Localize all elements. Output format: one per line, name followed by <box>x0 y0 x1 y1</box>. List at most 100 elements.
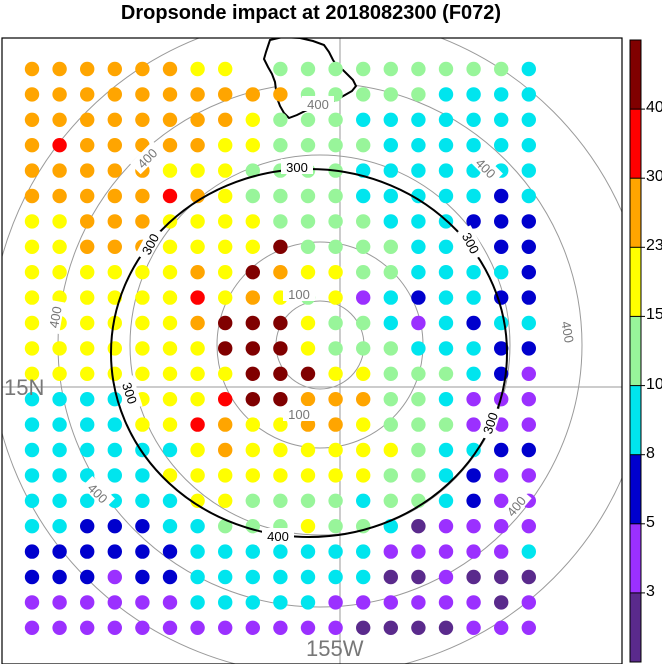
impact-dot <box>273 366 288 381</box>
impact-dot <box>162 519 178 534</box>
impact-dot <box>52 341 67 356</box>
impact-dot <box>190 366 205 381</box>
impact-dot <box>494 265 509 280</box>
impact-dot <box>245 239 260 254</box>
impact-dot <box>300 188 316 204</box>
impact-dot <box>521 392 536 407</box>
impact-dot <box>52 163 67 178</box>
impact-dot <box>383 138 398 153</box>
impact-dot <box>80 265 95 280</box>
colorbar-segment <box>630 247 641 317</box>
impact-dot <box>80 595 95 610</box>
impact-dot <box>300 239 316 254</box>
impact-dot <box>300 138 316 153</box>
impact-dot <box>521 620 536 635</box>
impact-dot <box>218 214 233 229</box>
impact-dot <box>494 519 509 534</box>
impact-dot <box>218 519 233 534</box>
impact-dot <box>411 569 426 585</box>
impact-dot <box>190 138 205 153</box>
impact-dot <box>245 366 260 381</box>
impact-dot <box>494 569 509 585</box>
impact-dot <box>494 61 509 77</box>
impact-dot <box>162 265 178 280</box>
impact-dot <box>411 214 426 229</box>
colorbar-segment <box>630 454 641 524</box>
impact-dot <box>521 417 536 432</box>
impact-dot <box>135 188 150 204</box>
impact-dot <box>438 188 454 204</box>
impact-dot <box>356 138 371 153</box>
impact-dot <box>494 595 509 610</box>
impact-dot <box>411 290 426 305</box>
impact-dot <box>245 214 260 229</box>
impact-dot <box>466 442 481 458</box>
colorbar-tick: 5 <box>646 514 655 531</box>
impact-dot <box>52 569 67 585</box>
impact-dot <box>411 61 426 77</box>
label-background <box>44 299 65 334</box>
impact-dot <box>521 315 536 331</box>
impact-dot <box>328 468 343 483</box>
impact-dot <box>80 214 95 229</box>
impact-dot <box>494 442 509 458</box>
impact-dot <box>383 544 398 559</box>
impact-dot <box>438 315 454 331</box>
impact-dot <box>218 188 233 204</box>
impact-dot <box>218 315 233 331</box>
longitude-label: 155W <box>306 636 364 661</box>
impact-dot <box>300 493 316 508</box>
impact-dot <box>328 61 343 77</box>
impact-dot <box>328 239 343 254</box>
impact-dot <box>328 493 343 508</box>
impact-dot <box>411 366 426 381</box>
impact-dot <box>521 188 536 204</box>
colorbar-tick: 10 <box>646 376 662 393</box>
impact-dot <box>190 112 205 128</box>
impact-dot <box>494 87 509 102</box>
impact-dot <box>24 468 40 483</box>
impact-dot <box>411 341 426 356</box>
impact-dot <box>438 595 454 610</box>
impact-dot <box>438 341 454 356</box>
impact-dot <box>135 620 150 635</box>
impact-dot <box>218 112 233 128</box>
impact-dot <box>24 87 40 102</box>
impact-dot <box>466 595 481 610</box>
impact-dot <box>273 61 288 77</box>
impact-dot <box>107 61 123 77</box>
impact-dot <box>52 620 67 635</box>
impact-dot <box>383 569 398 585</box>
impact-dot <box>466 493 481 508</box>
impact-dot <box>218 417 233 432</box>
impact-dot <box>328 138 343 153</box>
impact-dot <box>162 315 178 331</box>
impact-dot <box>494 341 509 356</box>
impact-dot <box>521 366 536 381</box>
impact-dot <box>411 239 426 254</box>
impact-dot <box>273 265 288 280</box>
colorbar-tick: 40 <box>646 99 662 116</box>
impact-dot <box>80 315 95 331</box>
impact-dot <box>356 214 371 229</box>
impact-dot <box>24 290 40 305</box>
impact-dot <box>52 112 67 128</box>
impact-dot <box>494 544 509 559</box>
impact-dot <box>411 468 426 483</box>
impact-dot <box>273 112 288 128</box>
impact-dot <box>328 442 343 458</box>
impact-dot <box>521 595 536 610</box>
impact-dot <box>218 87 233 102</box>
impact-dot <box>107 544 123 559</box>
colorbar <box>629 39 645 663</box>
impact-dot <box>273 493 288 508</box>
impact-dot <box>135 341 150 356</box>
impact-dot <box>411 265 426 280</box>
impact-dot <box>190 620 205 635</box>
colorbar-tick: 8 <box>646 445 655 462</box>
contour-label: 300 <box>286 160 308 175</box>
impact-dot <box>107 417 123 432</box>
impact-dot <box>24 595 40 610</box>
colorbar-segment <box>630 109 641 179</box>
impact-dot <box>521 265 536 280</box>
